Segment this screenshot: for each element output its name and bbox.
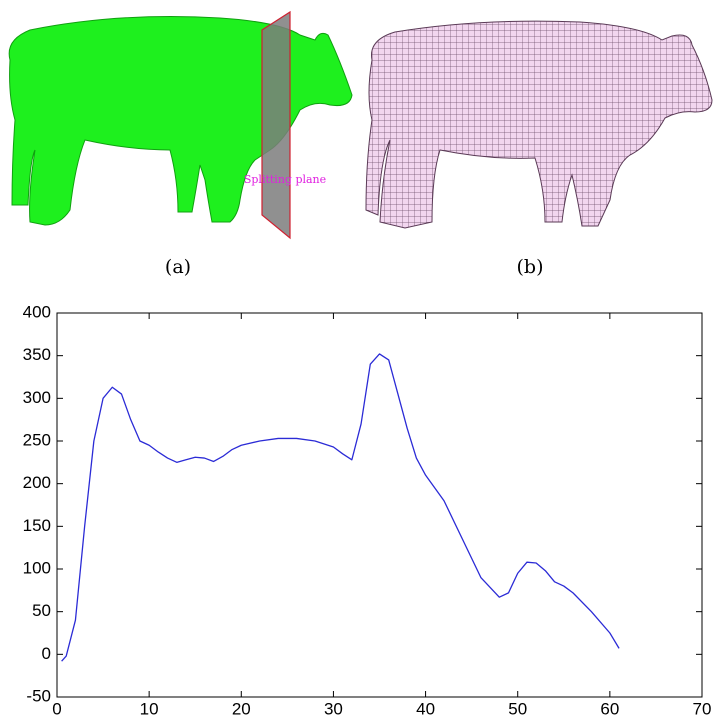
plot-frame — [57, 313, 702, 697]
x-tick-label: 0 — [52, 699, 61, 718]
caption: (b) — [517, 256, 544, 278]
x-tick-label: 70 — [693, 699, 712, 718]
y-tick-label: 50 — [32, 601, 51, 620]
y-tick-label: -50 — [26, 686, 51, 705]
y-tick-label: 300 — [23, 388, 51, 407]
annotation: Splitting plane — [244, 173, 326, 186]
y-tick-label: 200 — [23, 473, 51, 492]
data-line — [62, 354, 619, 661]
y-tick-label: 100 — [23, 558, 51, 577]
voxel-cow — [366, 21, 712, 228]
splitting-plane — [262, 12, 290, 238]
y-tick-label: 0 — [42, 644, 51, 663]
y-tick-label: 150 — [23, 516, 51, 535]
x-tick-label: 10 — [140, 699, 159, 718]
x-tick-label: 20 — [232, 699, 251, 718]
x-tick-label: 30 — [324, 699, 343, 718]
x-tick-label: 60 — [600, 699, 619, 718]
caption: (a) — [165, 256, 191, 278]
y-tick-label: 400 — [23, 302, 51, 321]
y-tick-label: 250 — [23, 430, 51, 449]
x-tick-label: 40 — [416, 699, 435, 718]
cow-model — [9, 17, 352, 226]
figure: Splitting plane (a) (b) -500501001502002… — [0, 0, 715, 720]
y-tick-label: 350 — [23, 345, 51, 364]
x-tick-label: 50 — [508, 699, 527, 718]
